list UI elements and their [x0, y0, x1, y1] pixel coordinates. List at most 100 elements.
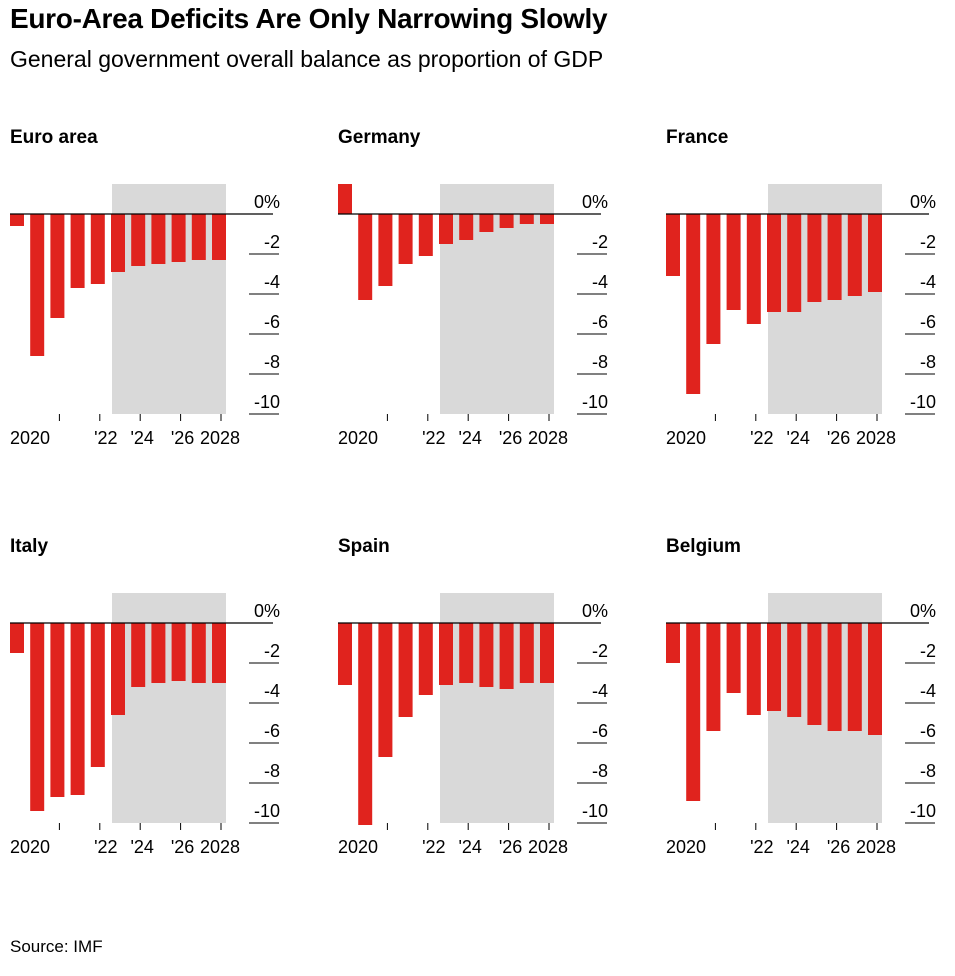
y-tick-label: -2 — [920, 641, 936, 661]
chart-panel: Spain 0% -2 -4 -6 -8 -10 2020 '22 '24 '26 2028 — [338, 536, 608, 857]
bar — [171, 623, 186, 681]
projection-shading — [768, 184, 882, 414]
x-tick-label: '26 — [499, 428, 522, 448]
bar — [131, 214, 146, 266]
chart-title: Euro-Area Deficits Are Only Narrowing Sl… — [10, 3, 608, 34]
bar — [847, 214, 862, 296]
x-tick-label: 2020 — [10, 837, 50, 857]
bar — [151, 214, 166, 264]
bar — [767, 214, 781, 312]
y-tick-label: 0% — [582, 601, 608, 621]
bar — [807, 623, 822, 725]
y-tick-label: -8 — [264, 352, 280, 372]
bar — [459, 623, 474, 683]
x-tick-label: '26 — [499, 837, 522, 857]
y-tick-label: -8 — [920, 761, 936, 781]
bar — [191, 623, 206, 683]
x-tick-label: '26 — [827, 837, 850, 857]
y-tick-label: 0% — [254, 601, 280, 621]
x-tick-label: '26 — [171, 428, 194, 448]
x-tick-label: 2028 — [856, 837, 896, 857]
bar — [50, 214, 65, 318]
panel-title: Spain — [338, 536, 390, 557]
x-tick-label: 2020 — [666, 837, 706, 857]
bar — [459, 214, 474, 240]
bar — [378, 214, 393, 286]
y-tick-label: -10 — [254, 392, 280, 412]
y-tick-label: 0% — [582, 192, 608, 212]
chart-subtitle: General government overall balance as pr… — [10, 46, 604, 72]
projection-shading — [440, 184, 554, 414]
bar — [827, 214, 842, 300]
x-tick-label: '26 — [827, 428, 850, 448]
y-tick-label: -2 — [592, 641, 608, 661]
x-tick-label: '22 — [94, 837, 117, 857]
y-tick-label: -10 — [254, 801, 280, 821]
x-tick-label: '24 — [458, 428, 481, 448]
bar — [519, 623, 534, 683]
y-tick-label: 0% — [254, 192, 280, 212]
bar — [499, 623, 514, 689]
x-tick-label: '24 — [458, 837, 481, 857]
bar — [171, 214, 186, 262]
chart-panel: Euro area 0% -2 -4 -6 -8 -10 2020 '22 '24 '26 2028 — [10, 127, 280, 448]
x-tick-label: 2020 — [666, 428, 706, 448]
bar — [111, 214, 125, 272]
bar — [338, 623, 352, 685]
bar — [479, 214, 494, 232]
panel-title: Euro area — [10, 127, 98, 148]
bar — [686, 214, 701, 394]
bar — [767, 623, 781, 711]
x-tick-label: 2028 — [200, 837, 240, 857]
projection-shading — [112, 184, 226, 414]
bar — [479, 623, 494, 687]
bar — [398, 623, 413, 717]
y-tick-label: -6 — [920, 312, 936, 332]
x-tick-label: '22 — [750, 428, 773, 448]
chart-panel: France 0% -2 -4 -6 -8 -10 2020 '22 '24 '26 2028 — [666, 127, 936, 448]
bar — [726, 623, 741, 693]
bar — [807, 214, 822, 302]
y-tick-label: -4 — [264, 681, 280, 701]
y-tick-label: 0% — [910, 601, 936, 621]
x-tick-label: '26 — [171, 837, 194, 857]
x-tick-label: '22 — [422, 428, 445, 448]
projection-shading — [440, 593, 554, 823]
y-tick-label: -10 — [910, 392, 936, 412]
y-tick-label: -8 — [592, 761, 608, 781]
bar — [212, 214, 226, 260]
bar — [131, 623, 146, 687]
bar — [439, 623, 453, 685]
y-tick-label: -4 — [264, 272, 280, 292]
y-tick-label: -6 — [920, 721, 936, 741]
y-tick-label: -6 — [264, 721, 280, 741]
chart-panel: Belgium 0% -2 -4 -6 -8 -10 2020 '22 '24 '26 2028 — [666, 536, 936, 857]
x-tick-label: 2020 — [338, 428, 378, 448]
bar — [726, 214, 741, 310]
x-tick-label: '22 — [94, 428, 117, 448]
bar — [666, 623, 680, 663]
bar — [111, 623, 125, 715]
panel-title: Italy — [10, 536, 48, 557]
bar — [499, 214, 514, 228]
bar — [519, 214, 534, 224]
source-note: Source: IMF — [10, 937, 103, 956]
y-tick-label: -2 — [592, 232, 608, 252]
bar — [418, 214, 433, 256]
x-tick-label: '22 — [750, 837, 773, 857]
y-tick-label: -10 — [910, 801, 936, 821]
panel-title: Belgium — [666, 536, 741, 557]
panel-title: Germany — [338, 127, 421, 148]
y-tick-label: -10 — [582, 801, 608, 821]
x-tick-label: 2020 — [338, 837, 378, 857]
x-tick-label: 2028 — [528, 837, 568, 857]
x-tick-label: '24 — [130, 837, 153, 857]
x-tick-label: '24 — [786, 428, 809, 448]
bar — [418, 623, 433, 695]
x-tick-label: '22 — [422, 837, 445, 857]
bar — [540, 623, 554, 683]
y-tick-label: -8 — [592, 352, 608, 372]
bar — [338, 184, 352, 214]
bar — [90, 623, 105, 767]
